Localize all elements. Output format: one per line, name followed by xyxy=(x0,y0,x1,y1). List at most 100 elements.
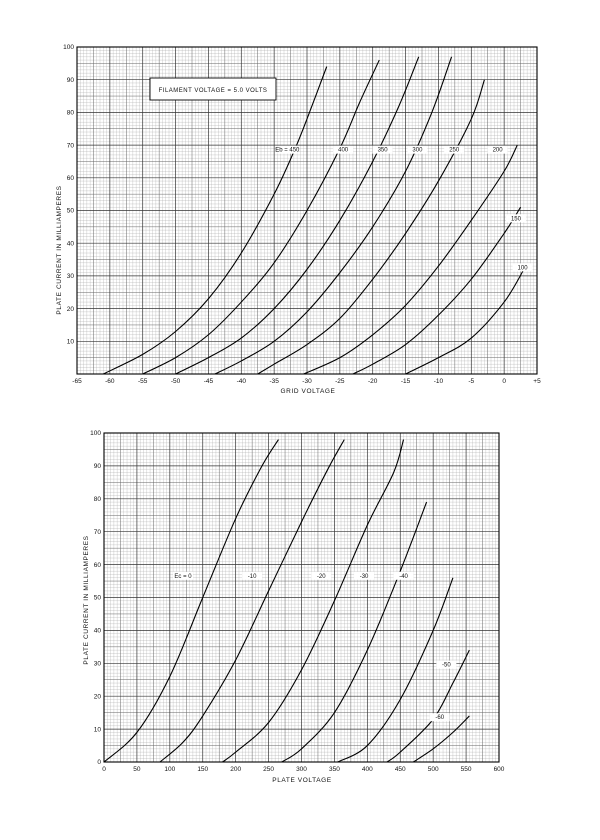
plate-voltage-curve-6 xyxy=(413,715,470,763)
y-tick-label: 10 xyxy=(67,339,75,346)
y-tick-label: 60 xyxy=(67,175,75,182)
x-tick-label: 500 xyxy=(428,766,439,773)
filament-voltage-note: FILAMENT VOLTAGE = 5.0 VOLTS xyxy=(159,88,268,94)
x-tick-label: 300 xyxy=(296,766,307,773)
y-tick-label: 40 xyxy=(94,628,102,635)
curve-label-bg xyxy=(333,145,354,154)
plate-voltage-curve-label-3: -30 xyxy=(360,574,369,580)
plate-voltage-curve-3 xyxy=(281,501,428,763)
x-tick-label: 100 xyxy=(164,766,175,773)
plate-voltage-curve-1 xyxy=(159,439,345,763)
x-tick-label: 400 xyxy=(362,766,373,773)
x-tick-label: 550 xyxy=(461,766,472,773)
plate-voltage-curve-0 xyxy=(103,439,279,763)
y-tick-label: 80 xyxy=(94,496,102,503)
plate-voltage-curve-2 xyxy=(222,439,405,763)
grid-voltage-curve-label-5: 200 xyxy=(493,148,504,154)
x-tick-label: 250 xyxy=(263,766,274,773)
y-tick-label: 10 xyxy=(94,726,102,733)
plate-voltage-chart: Ec = 0 -10 -20 -30 -40-50-60 0 50 100 150 200 250… xyxy=(83,430,505,784)
grid-voltage-chart-frame xyxy=(76,46,538,375)
y-tick-label: 70 xyxy=(67,142,75,149)
curve-label-bg xyxy=(173,571,193,580)
y-tick-label: 40 xyxy=(67,240,75,247)
plate-voltage-curve-label-2: -20 xyxy=(317,574,326,580)
grid-voltage-curve-5 xyxy=(303,144,518,375)
x-tick-label: 0 xyxy=(102,766,106,773)
curve-label-bg xyxy=(407,145,428,154)
curve-label-bg xyxy=(436,660,457,669)
x-tick-label: -5 xyxy=(468,378,474,385)
curve-label-bg xyxy=(505,214,526,223)
grid-voltage-curve-7 xyxy=(405,269,525,375)
grid-voltage-curve-label-6: 150 xyxy=(511,216,522,222)
grid-voltage-curve-label-7: 100 xyxy=(518,265,529,271)
grid-voltage-curve-label-0: Eb = 450 xyxy=(275,148,300,154)
plate-voltage-curve-label-0: Ec = 0 xyxy=(174,574,192,580)
grid-voltage-curve-1 xyxy=(142,59,380,375)
grid-voltage-curve-0 xyxy=(103,66,328,375)
x-tick-label: 150 xyxy=(197,766,208,773)
plate-voltage-curve-label-4: -40 xyxy=(399,574,408,580)
grid-voltage-curve-3 xyxy=(214,56,453,375)
x-tick-label: -65 xyxy=(72,378,82,385)
plate-voltage-curve-label-5: -50 xyxy=(442,663,451,669)
x-tick-label: -55 xyxy=(138,378,148,385)
grid-voltage-curve-label-2: 350 xyxy=(378,148,389,154)
y-tick-label: 60 xyxy=(94,562,102,569)
curve-label-bg xyxy=(372,145,393,154)
x-tick-label: 350 xyxy=(329,766,340,773)
x-tick-label: -50 xyxy=(171,378,181,385)
y-tick-label: 100 xyxy=(90,430,101,437)
y-tick-label: 30 xyxy=(67,273,75,280)
x-tick-label: -10 xyxy=(434,378,444,385)
curve-label-bg xyxy=(429,713,450,722)
grid-voltage-curve-label-3: 300 xyxy=(412,148,423,154)
x-tick-label: -60 xyxy=(105,378,115,385)
plate-voltage-curve-label-1: -10 xyxy=(248,574,257,580)
curve-label-bg xyxy=(354,571,375,580)
y-tick-label: 50 xyxy=(94,595,102,602)
y-tick-label: 30 xyxy=(94,661,102,668)
y-tick-label: 100 xyxy=(63,44,74,51)
x-tick-label: -15 xyxy=(401,378,411,385)
y-tick-label: 20 xyxy=(67,306,75,313)
grid-voltage-curve-4 xyxy=(257,79,485,375)
x-tick-label: 600 xyxy=(494,766,505,773)
plate-voltage-y-axis-label: PLATE CURRENT IN MILLIAMPERES xyxy=(83,535,90,664)
y-tick-label-origin: 0 xyxy=(97,759,101,766)
x-tick-label: 450 xyxy=(395,766,406,773)
grid-voltage-curve-label-1: 400 xyxy=(338,148,349,154)
grid-voltage-curve-2 xyxy=(175,56,420,375)
x-tick-label: -20 xyxy=(368,378,378,385)
y-tick-label: 70 xyxy=(94,529,102,536)
grid-voltage-curve-6 xyxy=(352,206,522,375)
x-tick-label: 0 xyxy=(502,378,506,385)
y-tick-label: 80 xyxy=(67,110,75,117)
x-tick-label: -30 xyxy=(302,378,312,385)
plate-voltage-x-axis-label: PLATE VOLTAGE xyxy=(272,777,332,784)
y-tick-label: 20 xyxy=(94,693,102,700)
x-tick-label: -45 xyxy=(204,378,214,385)
x-tick-label: 200 xyxy=(230,766,241,773)
x-tick-label: -35 xyxy=(269,378,279,385)
plate-voltage-curve-label-6: -60 xyxy=(435,715,444,721)
curve-label-bg xyxy=(242,571,263,580)
curve-label-bg xyxy=(311,571,332,580)
x-tick-label: 50 xyxy=(133,766,141,773)
filament-voltage-box: FILAMENT VOLTAGE = 5.0 VOLTS xyxy=(149,77,277,101)
y-tick-label: 90 xyxy=(94,463,102,470)
curve-label-bg xyxy=(277,145,298,154)
curve-label-bg xyxy=(512,263,533,272)
x-tick-label: +5 xyxy=(533,378,541,385)
y-tick-label: 50 xyxy=(67,208,75,215)
plate-voltage-chart-frame xyxy=(103,432,500,763)
grid-voltage-x-axis-label: GRID VOLTAGE xyxy=(281,388,336,395)
grid-voltage-curve-label-4: 250 xyxy=(449,148,460,154)
curve-label-bg xyxy=(393,571,414,580)
x-tick-label: -40 xyxy=(237,378,247,385)
grid-voltage-y-axis-label: PLATE CURRENT IN MILLIAMPERES xyxy=(56,185,63,314)
plate-voltage-curve-4 xyxy=(337,577,454,763)
